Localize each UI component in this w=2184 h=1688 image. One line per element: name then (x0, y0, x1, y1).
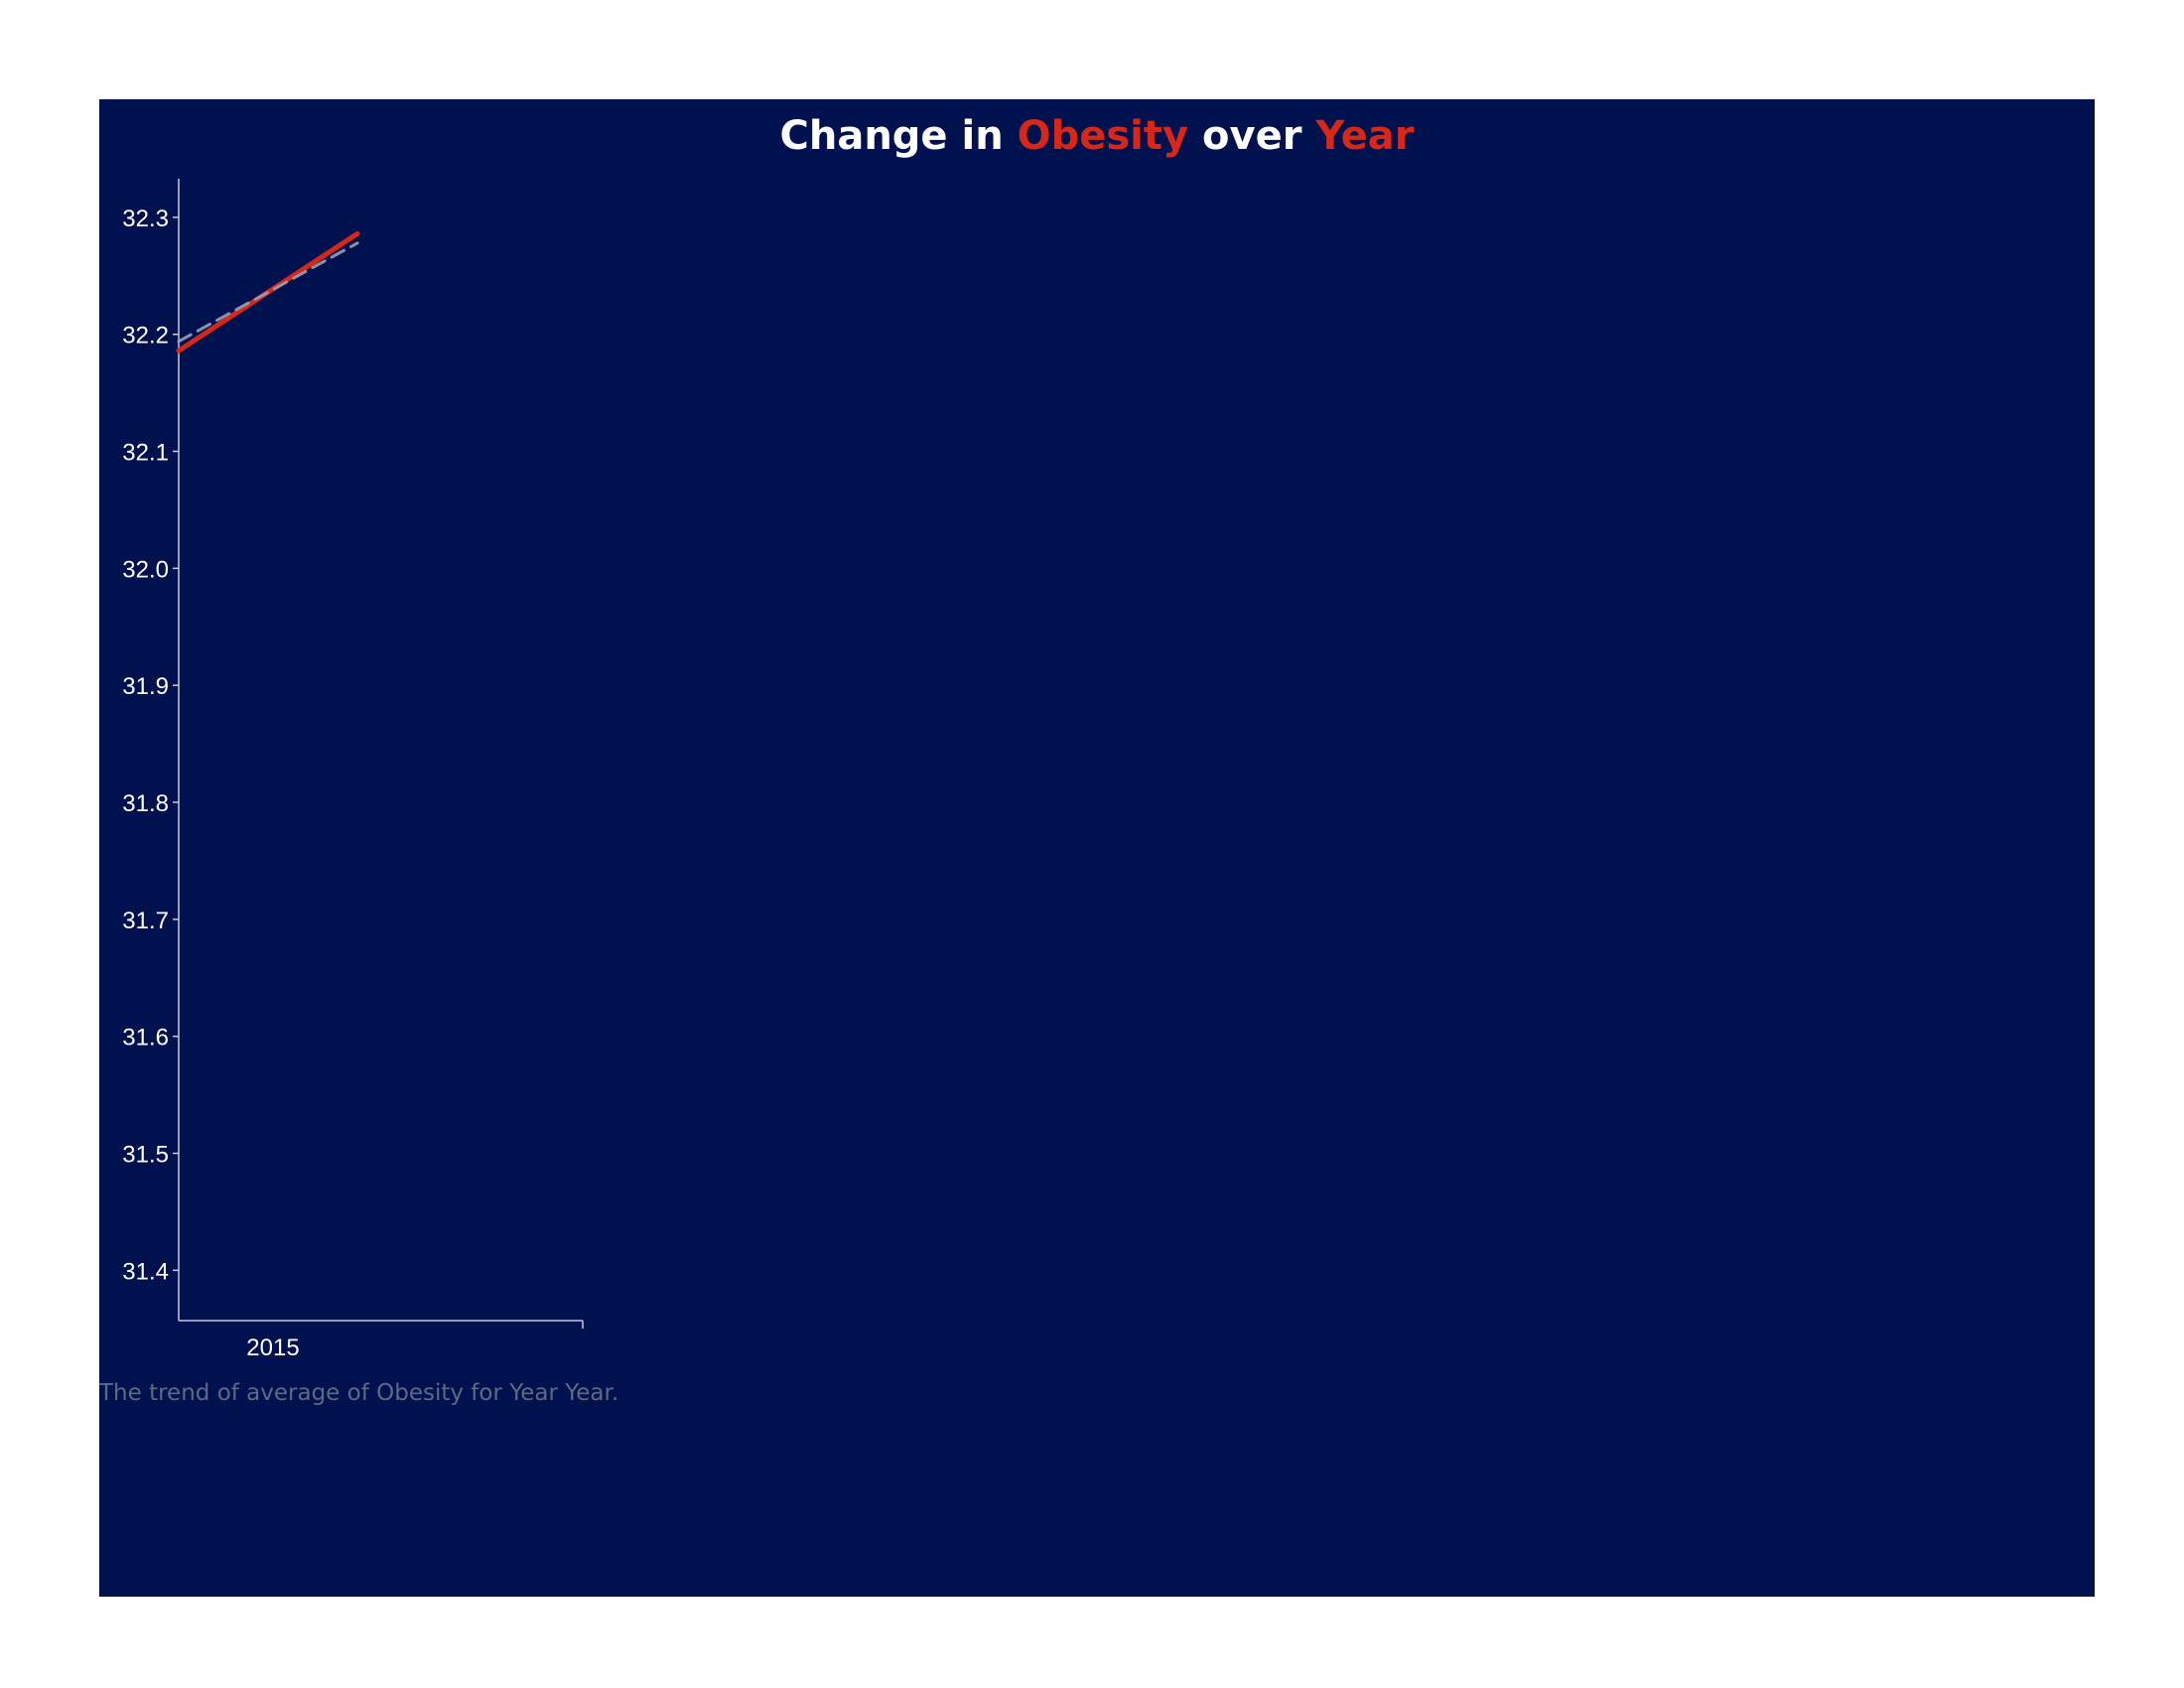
y-tick-label: 31.9 (122, 673, 169, 700)
trend-line (177, 241, 359, 344)
y-tick-label: 32.0 (122, 556, 169, 583)
y-tick-label: 31.5 (122, 1142, 169, 1169)
y-tick-label: 32.2 (122, 323, 169, 350)
y-tick-label: 31.7 (122, 908, 169, 934)
y-tick-label: 32.1 (122, 440, 169, 467)
y-tick-label: 31.6 (122, 1025, 169, 1052)
chart-panel: Change in Obesity over Year 31.4 31.5 31.6… (99, 99, 2095, 1597)
y-tick-label: 32.3 (122, 206, 169, 232)
title-part-change-in: Change in (779, 113, 1018, 159)
title-part-over: over (1188, 113, 1316, 159)
chart-caption: The trend of average of Obesity for Year… (99, 1380, 619, 1406)
x-tick-label: 2015 (246, 1335, 299, 1361)
line-chart: 31.4 31.5 31.6 31.7 31.8 31.9 32.0 32.1 32.2 32.3… (122, 179, 584, 1361)
title-part-year: Year (1315, 113, 1415, 159)
chart-title: Change in Obesity over Year (99, 113, 2095, 159)
y-tick-label: 31.8 (122, 790, 169, 817)
title-part-obesity: Obesity (1017, 113, 1189, 159)
y-tick-label: 31.4 (122, 1258, 169, 1285)
